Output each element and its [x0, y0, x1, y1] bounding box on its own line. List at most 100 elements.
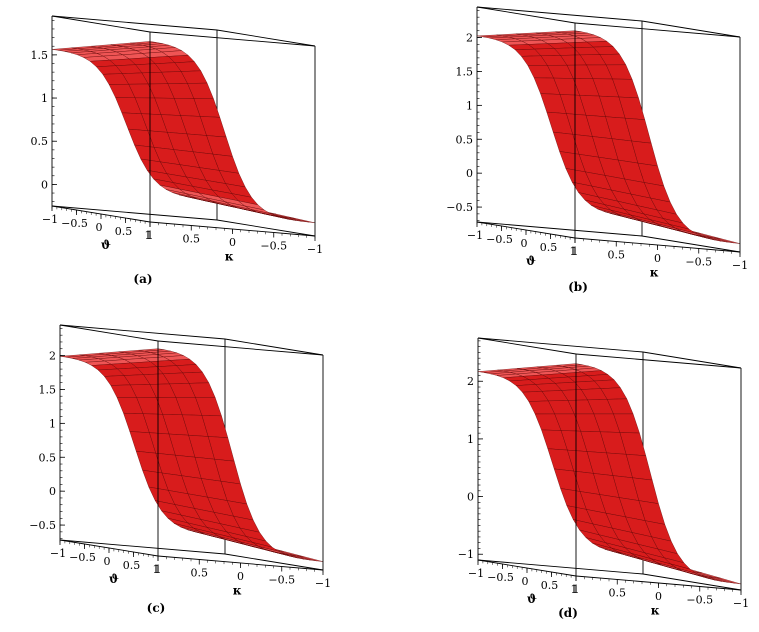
box-edge	[476, 221, 643, 237]
y-axis-label: κ	[225, 250, 234, 264]
box-edge	[224, 338, 324, 356]
surface-plot-c: −0.500.511.52−1 −0.5 0 0.5 1ϑ1 0.5 0 −0.5 −1κ(c)	[29, 324, 331, 615]
z-tick-label: 0	[49, 485, 56, 498]
y-tick-label: −1	[732, 259, 748, 272]
z-tick-label: 0.5	[31, 135, 49, 148]
x-axis-label: ϑ	[526, 254, 536, 268]
box-edge	[477, 337, 577, 355]
y-tick-label: 0	[229, 236, 236, 249]
x-tick-label: 1	[570, 245, 577, 258]
surface-patch	[715, 577, 742, 585]
box-edge	[642, 573, 742, 591]
box-edge	[575, 353, 742, 369]
x-tick-label: −0.5	[486, 233, 513, 246]
x-axis-label: ϑ	[101, 238, 111, 252]
y-tick-label: 0.5	[183, 233, 201, 246]
y-tick-label: 1	[572, 245, 579, 258]
box-edge	[574, 22, 741, 38]
surface-mesh	[51, 41, 316, 223]
y-tick-label: 0.5	[191, 567, 209, 580]
z-tick-label: 0	[41, 178, 48, 191]
box-edge	[216, 29, 316, 47]
x-tick-label: 0.5	[115, 225, 133, 238]
z-tick-label: 2	[467, 375, 474, 388]
z-tick-label: 1.5	[39, 383, 57, 396]
panel-caption: (d)	[558, 606, 578, 620]
z-tick-label: 0.5	[456, 133, 474, 146]
x-tick-label: −1	[468, 567, 484, 580]
y-axis-label: κ	[650, 266, 659, 280]
y-tick-label: 1	[573, 583, 580, 596]
box-edge	[157, 340, 324, 356]
x-tick-label: 0	[522, 575, 529, 588]
x-tick-label: 0.5	[123, 559, 141, 572]
box-edge	[641, 20, 741, 38]
z-tick-label: 0	[466, 167, 473, 180]
x-tick-label: −1	[50, 547, 66, 560]
y-tick-label: 1	[155, 563, 162, 576]
x-tick-label: 0.5	[541, 579, 559, 592]
box-edge	[149, 31, 316, 47]
z-tick-label: 1	[467, 433, 474, 446]
z-tick-label: 1	[49, 417, 56, 430]
box-edge	[216, 219, 316, 237]
y-tick-label: 0	[237, 570, 244, 583]
y-tick-label: 0	[655, 590, 662, 603]
x-tick-label: −0.5	[61, 217, 88, 230]
box-edge	[59, 324, 159, 342]
z-tick-label: −0.5	[446, 201, 473, 214]
y-tick-label: −1	[733, 597, 749, 610]
box-edge	[477, 559, 644, 575]
surface-patch	[297, 555, 324, 562]
z-tick-label: 1	[41, 92, 48, 105]
box-edge	[51, 205, 218, 221]
z-tick-label: 1	[466, 99, 473, 112]
z-tick-label: 1.5	[31, 49, 49, 62]
y-tick-label: −1	[307, 243, 323, 256]
surface-mesh	[477, 363, 742, 585]
surface-patch	[714, 237, 741, 244]
x-axis-label: ϑ	[527, 592, 537, 606]
x-tick-label: 1	[153, 563, 160, 576]
surface-plot-b: −0.500.511.52−1 −0.5 0 0.5 1ϑ1 0.5 0 −0.5 −1κ(b)	[446, 6, 748, 294]
panel-caption: (b)	[568, 280, 588, 294]
z-tick-label: 0	[467, 491, 474, 504]
y-tick-label: 1	[147, 229, 154, 242]
box-edge	[51, 15, 151, 33]
panel-caption: (a)	[133, 272, 152, 286]
y-tick-label: −0.5	[686, 594, 713, 607]
x-axis-label: ϑ	[109, 572, 119, 586]
box-edge	[224, 553, 324, 571]
box-edge	[476, 6, 643, 22]
y-tick-label: 0.5	[608, 249, 626, 262]
box-edge	[59, 324, 226, 340]
y-tick-label: −0.5	[260, 240, 287, 253]
y-tick-label: 0.5	[609, 587, 627, 600]
x-tick-label: −0.5	[487, 571, 514, 584]
x-tick-label: 0	[521, 237, 528, 250]
surface-mesh	[476, 30, 741, 244]
box-edge	[642, 351, 742, 369]
x-tick-label: 0	[96, 221, 103, 234]
x-tick-label: −1	[467, 229, 483, 242]
surface-patch	[289, 217, 316, 223]
y-axis-label: κ	[651, 604, 660, 618]
y-tick-label: 0	[654, 252, 661, 265]
box-edge	[51, 15, 218, 31]
x-tick-label: −1	[42, 213, 58, 226]
box-edge	[476, 6, 576, 24]
x-tick-label: 0	[104, 555, 111, 568]
panel-caption: (c)	[147, 601, 166, 615]
box-edge	[641, 235, 741, 253]
x-tick-label: −0.5	[69, 551, 96, 564]
x-tick-label: 1	[571, 583, 578, 596]
z-tick-label: 2	[49, 350, 56, 363]
z-tick-label: −1	[458, 548, 474, 561]
z-tick-label: 2	[466, 32, 473, 45]
x-tick-label: 0.5	[540, 241, 558, 254]
z-tick-label: −0.5	[29, 519, 56, 532]
y-tick-label: −1	[315, 577, 331, 590]
surface-plot-a: 00.511.5−1 −0.5 0 0.5 1ϑ1 0.5 0 −0.5 −1κ(a)	[31, 15, 323, 286]
